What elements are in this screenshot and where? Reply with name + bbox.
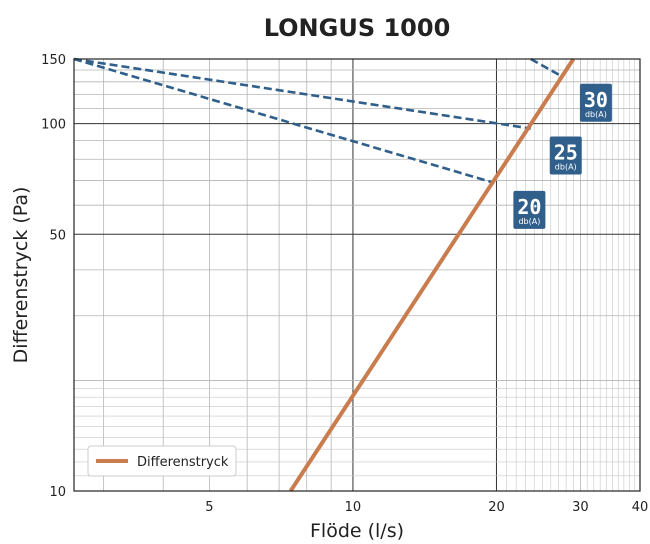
sound-line-25: [73, 57, 531, 130]
y-tick-label: 10: [49, 485, 66, 500]
badge-bg: [513, 190, 546, 229]
sound-lines: [73, 57, 562, 185]
y-tick-label: 100: [41, 118, 66, 133]
sound-line-20: [73, 57, 495, 185]
badge-bg: [579, 83, 612, 122]
series: [288, 57, 576, 493]
y-tick-label: 50: [49, 228, 66, 243]
x-tick-label: 10: [345, 500, 362, 515]
badge-value: 25: [554, 141, 578, 165]
x-tick-label: 30: [572, 500, 589, 515]
badge-value: 30: [584, 88, 608, 112]
y-axis-title: Differenstryck (Pa): [10, 187, 32, 364]
badge-unit: db(A): [518, 217, 540, 226]
y-ticks: 10 50 100 150: [41, 53, 66, 500]
legend-box: [87, 445, 237, 477]
x-tick-label: 40: [632, 500, 649, 515]
grid: [74, 59, 640, 491]
badge-unit: db(A): [585, 110, 607, 119]
badge-bg: [549, 136, 582, 175]
x-axis-title: Flöde (l/s): [310, 520, 404, 542]
sound-line-30: [530, 57, 562, 77]
badge-value: 20: [517, 195, 541, 219]
x-ticks: 5 10 20 30 40: [205, 500, 648, 515]
legend: Differenstryck: [87, 445, 237, 477]
badge-unit: db(A): [555, 163, 577, 172]
x-tick-label: 5: [205, 500, 213, 515]
chart-title: LONGUS 1000: [264, 14, 451, 42]
legend-label: Differenstryck: [137, 455, 229, 470]
plot-frame: [73, 58, 641, 492]
series-line-differenstryck: [288, 57, 576, 493]
y-tick-label: 150: [41, 53, 66, 68]
x-tick-label: 20: [488, 500, 505, 515]
